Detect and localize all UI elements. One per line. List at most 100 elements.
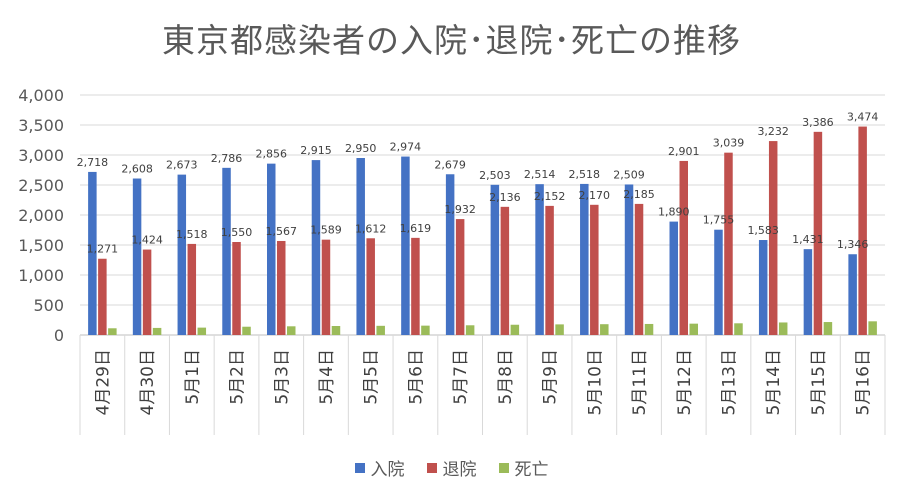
y-tick-label: 1,500	[18, 236, 64, 255]
bar-死亡-5月1日	[197, 327, 207, 335]
bar-入院-5月10日	[580, 183, 589, 335]
legend-label: 死亡	[514, 460, 549, 480]
bar-退院-5月5日	[366, 238, 375, 335]
bar-退院-5月16日	[858, 126, 867, 335]
data-labels: 2,718 1,271 2,608 1,424 2,673 1,518 2,786 1,550…	[77, 111, 879, 256]
data-label: 2,901	[668, 145, 700, 158]
legend-label: 入院	[370, 460, 405, 480]
data-label: 1,619	[400, 222, 432, 235]
y-tick-label: 2,500	[18, 176, 64, 195]
bar-退院-4月29日	[98, 258, 107, 335]
x-tick-label: 5月8日	[496, 349, 516, 405]
data-label: 2,608	[121, 163, 153, 176]
bar-死亡-4月30日	[152, 327, 162, 335]
data-label: 1,567	[266, 225, 298, 238]
data-label: 2,950	[345, 142, 377, 155]
y-axis-ticks: 0 500 1,000 1,500 2,000 2,500 3,000 3,500 4,000	[18, 86, 64, 345]
x-tick-label: 4月29日	[93, 349, 113, 415]
x-tick-label: 5月15日	[809, 349, 829, 415]
bars	[88, 126, 877, 335]
y-tick-label: 2,000	[18, 206, 64, 225]
bar-死亡-4月29日	[108, 328, 117, 335]
bar-死亡-5月14日	[778, 322, 788, 335]
y-tick-label: 3,000	[18, 146, 64, 165]
bar-死亡-5月8日	[510, 324, 520, 335]
data-label: 1,932	[444, 203, 476, 216]
bar-入院-5月5日	[356, 158, 365, 335]
legend-swatch	[426, 462, 437, 473]
data-label: 3,474	[847, 111, 879, 124]
y-tick-label: 1,000	[18, 266, 64, 285]
legend-item: 死亡	[498, 455, 549, 480]
data-label: 2,503	[479, 169, 511, 182]
bar-死亡-5月16日	[868, 321, 877, 335]
x-tick-label: 5月10日	[585, 349, 605, 415]
data-label: 2,152	[534, 190, 566, 203]
bar-入院-5月14日	[758, 240, 768, 335]
x-tick-label: 5月11日	[630, 349, 650, 415]
bar-退院-5月10日	[590, 204, 599, 335]
x-tick-label: 5月2日	[228, 349, 248, 405]
x-tick-label: 4月30日	[138, 349, 158, 415]
data-label: 1,589	[310, 224, 342, 237]
bar-死亡-5月3日	[287, 326, 296, 335]
data-label: 2,974	[390, 141, 422, 154]
bar-退院-5月12日	[679, 160, 688, 335]
bar-入院-5月7日	[445, 174, 455, 335]
bar-退院-4月30日	[142, 249, 152, 335]
data-label: 2,679	[434, 158, 466, 171]
bar-入院-5月15日	[803, 249, 813, 335]
data-label: 2,514	[524, 168, 556, 181]
data-label: 2,136	[489, 191, 521, 204]
x-tick-label: 5月4日	[317, 349, 337, 405]
bar-入院-5月8日	[490, 184, 500, 335]
x-tick-label: 5月13日	[719, 349, 739, 415]
bar-退院-5月3日	[277, 240, 286, 335]
bar-死亡-5月15日	[823, 322, 833, 335]
legend-swatch	[354, 462, 365, 473]
bar-死亡-5月7日	[465, 325, 475, 335]
bar-入院-4月29日	[88, 171, 97, 335]
legend-label: 退院	[442, 460, 477, 480]
data-label: 1,346	[837, 238, 869, 251]
legend-swatch	[498, 462, 509, 473]
bar-退院-5月2日	[232, 242, 241, 335]
x-tick-label: 5月7日	[451, 349, 471, 405]
bar-入院-5月4日	[311, 160, 321, 335]
bar-退院-5月8日	[500, 206, 510, 335]
bar-死亡-5月6日	[421, 325, 430, 335]
data-label: 1,518	[176, 228, 208, 241]
data-label: 1,271	[87, 243, 119, 256]
data-label: 1,583	[747, 224, 779, 237]
data-label: 1,550	[221, 226, 253, 239]
x-tick-label: 5月14日	[764, 349, 784, 415]
bar-退院-5月11日	[634, 203, 644, 335]
bar-入院-5月9日	[535, 184, 544, 335]
data-label: 1,431	[792, 233, 824, 246]
bar-死亡-5月9日	[555, 324, 564, 335]
x-tick-label: 5月12日	[675, 349, 695, 415]
data-label: 2,518	[569, 168, 601, 181]
bar-入院-5月16日	[848, 254, 857, 335]
bar-入院-5月12日	[669, 221, 678, 335]
x-tick-label: 5月9日	[541, 349, 561, 405]
bar-退院-5月15日	[813, 131, 823, 335]
bar-退院-5月7日	[455, 219, 465, 335]
bar-退院-5月6日	[411, 237, 420, 335]
data-label: 3,232	[757, 125, 789, 138]
bar-入院-5月2日	[222, 167, 231, 335]
bar-退院-5月13日	[724, 152, 733, 335]
data-label: 3,039	[713, 137, 745, 150]
bar-入院-5月11日	[624, 184, 634, 335]
bar-入院-5月6日	[401, 156, 410, 335]
bar-死亡-5月2日	[242, 326, 251, 335]
bar-死亡-5月10日	[600, 324, 609, 335]
data-label: 2,673	[166, 159, 198, 172]
data-label: 2,170	[579, 189, 611, 202]
bar-退院-5月1日	[187, 243, 197, 335]
x-tick-label: 5月16日	[854, 349, 874, 415]
x-tick-label: 5月3日	[272, 349, 292, 405]
data-label: 3,386	[802, 116, 834, 129]
y-tick-label: 500	[33, 296, 64, 315]
data-label: 2,185	[623, 188, 655, 201]
